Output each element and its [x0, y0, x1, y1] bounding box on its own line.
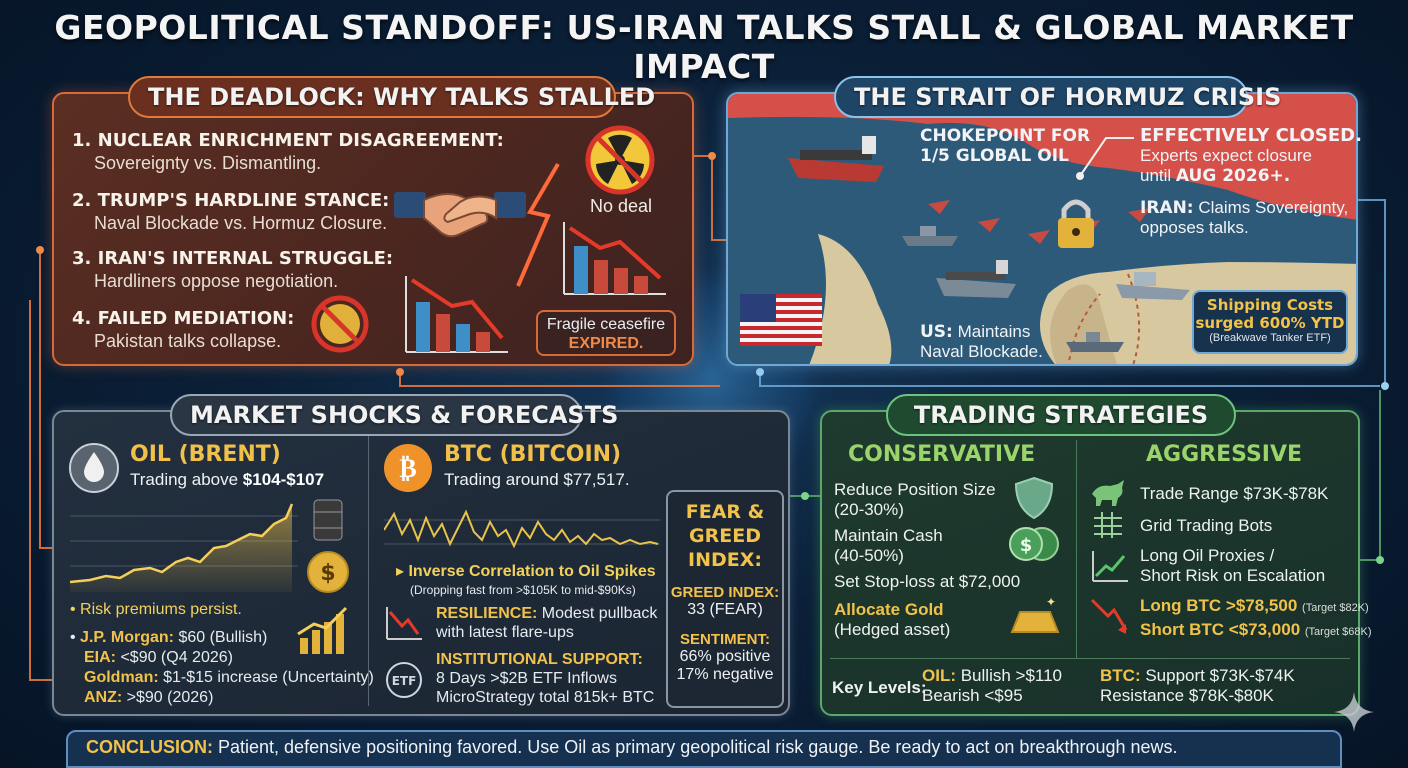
deadlock-item-3: 3. IRAN'S INTERNAL STRUGGLE: Hardliners …	[72, 248, 394, 291]
grid-icon	[1094, 512, 1122, 538]
btc-inverse-note: ▸ Inverse Correlation to Oil Spikes (Dro…	[396, 563, 656, 597]
hormuz-header: THE STRAIT OF HORMUZ CRISIS	[834, 76, 1281, 118]
oil-forecast-goldman: Goldman: $1-$15 increase (Uncertainty)	[84, 669, 374, 686]
aggressive-title: AGGRESSIVE	[1146, 442, 1303, 467]
key-levels-label: Key Levels:	[832, 678, 927, 697]
btc-subtitle: Trading around $77,517.	[444, 470, 630, 489]
chokepoint-label: CHOKEPOINT FOR 1/5 GLOBAL OIL	[920, 126, 1091, 166]
fear-greed-box: FEAR & GREED INDEX: GREED INDEX: 33 (FEA…	[666, 490, 784, 708]
aggressive-grid: Grid Trading Bots	[1140, 516, 1273, 535]
trading-header: TRADING STRATEGIES	[886, 394, 1236, 436]
falling-chart-icon-2	[405, 276, 508, 353]
deadlock-item-1: 1. NUCLEAR ENRICHMENT DISAGREEMENT: Sove…	[72, 130, 504, 173]
svg-text:$: $	[1020, 535, 1033, 556]
tanker-ship-icon-2	[936, 260, 1016, 298]
short-btc: Short BTC <$73,000 (Target $68K)	[1140, 620, 1372, 639]
svg-text:✦: ✦	[1046, 596, 1056, 609]
btc-price-chart	[384, 509, 660, 549]
sparkle-icon	[1334, 692, 1374, 732]
dollar-coin-icon: $	[307, 551, 349, 593]
key-levels-divider	[830, 658, 1350, 659]
warship-icon-3	[1066, 332, 1124, 352]
aggressive-range: Trade Range $73K-$78K	[1140, 484, 1329, 503]
deadlock-item-2: 2. TRUMP'S HARDLINE STANCE: Naval Blocka…	[72, 190, 390, 233]
bull-icon	[1092, 480, 1124, 506]
oil-subtitle: Trading above $104-$107	[130, 470, 325, 489]
rising-chart-icon	[297, 606, 348, 654]
oil-forecast-anz: ANZ: >$90 (2026)	[84, 689, 214, 706]
conservative-title: CONSERVATIVE	[848, 442, 1036, 467]
etf-icon: ETF	[386, 662, 422, 698]
handshake-icon	[394, 192, 526, 238]
conservative-item-1: Reduce Position Size (20-30%)	[834, 480, 996, 519]
key-levels-oil: OIL: Bullish >$110 Bearish <$95	[922, 666, 1063, 705]
cash-coins-icon: $	[1009, 527, 1059, 561]
bitcoin-icon: ₿	[384, 444, 432, 492]
warship-icon-2	[1116, 272, 1190, 300]
warship-icon	[902, 226, 958, 246]
deadlock-header: THE DEADLOCK: WHY TALKS STALLED	[128, 76, 655, 118]
shield-icon	[1014, 476, 1054, 520]
btc-title: BTC (BITCOIN)	[444, 442, 622, 467]
conclusion-bar	[66, 730, 1342, 768]
aggressive-proxies: Long Oil Proxies / Short Risk on Escalat…	[1140, 546, 1326, 585]
trading-divider	[1076, 440, 1077, 658]
no-deal-label: No deal	[590, 196, 653, 216]
down-arrow-icon	[1090, 598, 1128, 634]
mediation-ban-icon	[311, 295, 369, 353]
up-trend-icon	[1092, 551, 1128, 582]
falling-chart-icon	[563, 222, 666, 295]
conclusion-text: CONCLUSION: Patient, defensive positioni…	[86, 737, 1178, 757]
lightning-icon	[516, 162, 560, 287]
oil-drop-icon	[69, 443, 119, 493]
page-title: GEOPOLITICAL STANDOFF: US-IRAN TALKS STA…	[54, 8, 1354, 86]
conservative-item-4: Allocate Gold (Hedged asset)	[834, 600, 951, 639]
conservative-item-3: Set Stop-loss at $72,000	[834, 572, 1021, 591]
oil-forecast-eia: EIA: <$90 (Q4 2026)	[84, 649, 233, 666]
market-header: MARKET SHOCKS & FORECASTS	[170, 394, 618, 436]
deadlock-item-4: 4. FAILED MEDIATION: Pakistan talks coll…	[72, 308, 295, 351]
svg-text:₿: ₿	[399, 454, 416, 484]
key-levels-btc: BTC: Support $73K-$74K Resistance $78K-$…	[1100, 666, 1295, 705]
conservative-item-2: Maintain Cash (40-50%)	[834, 526, 943, 565]
btc-institutional: INSTITUTIONAL SUPPORT: 8 Days >$2B ETF I…	[436, 651, 655, 706]
us-flag-icon	[740, 294, 822, 346]
hormuz-panel	[726, 92, 1358, 366]
callout-line	[1076, 137, 1134, 180]
us-callout: US: Maintains Naval Blockade.	[920, 322, 1043, 361]
btc-resilience: RESILIENCE: Modest pullback with latest …	[436, 605, 658, 641]
oil-risk-note: • Risk premiums persist.	[70, 601, 242, 618]
trading-panel	[820, 410, 1360, 716]
svg-text:$: $	[320, 561, 335, 586]
lock-icon	[1058, 199, 1094, 248]
oil-barrel-icon	[313, 499, 343, 541]
oil-price-chart	[70, 503, 298, 592]
long-btc: Long BTC >$78,500 (Target $82K)	[1140, 596, 1369, 615]
shipping-costs-box: Shipping Costs surged 600% YTD (Breakwav…	[1192, 290, 1348, 354]
iran-callout: IRAN: Claims Sovereignty, opposes talks.	[1140, 198, 1349, 237]
down-trend-icon	[386, 607, 422, 640]
ceasefire-box: Fragile ceasefire EXPIRED.	[536, 310, 676, 356]
closed-callout: EFFECTIVELY CLOSED. Experts expect closu…	[1140, 125, 1362, 187]
oil-forecast-jpm: • J.P. Morgan: $60 (Bullish)	[70, 629, 268, 646]
market-divider	[368, 436, 369, 706]
oil-title: OIL (BRENT)	[130, 442, 281, 467]
gold-bar-icon: ✦	[1010, 596, 1060, 633]
svg-text:ETF: ETF	[392, 674, 417, 688]
tanker-ship-icon	[788, 136, 884, 182]
nuclear-ban-icon	[585, 125, 655, 195]
